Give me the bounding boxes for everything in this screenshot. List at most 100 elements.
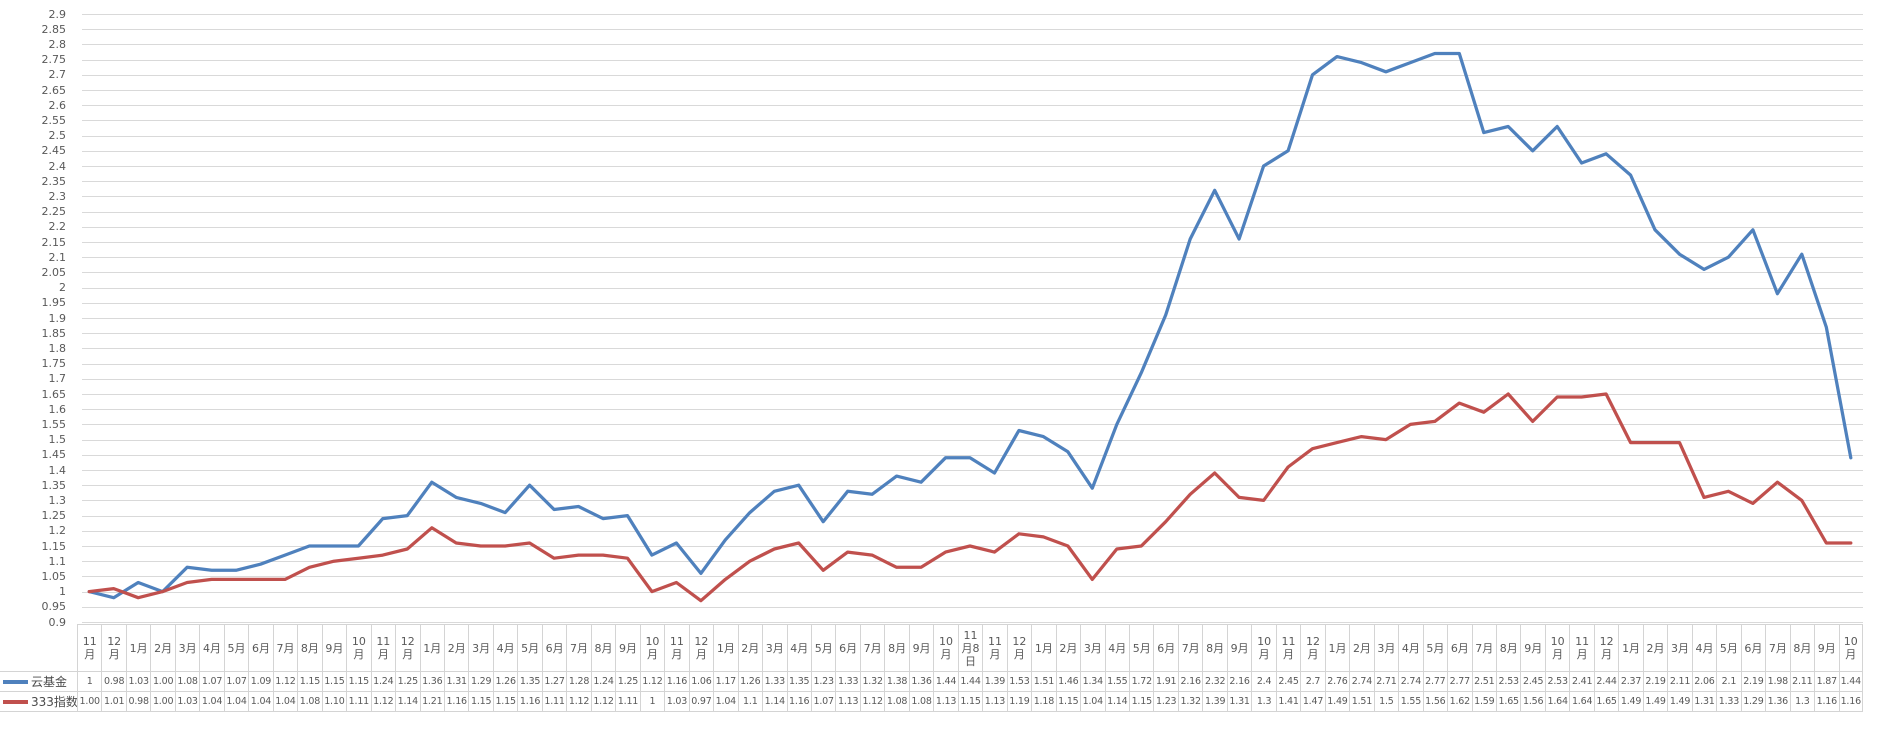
x-axis-category-label: 4月 [1691,624,1717,672]
table-value-cell: 1.13 [933,692,958,712]
table-value-cell: 1.33 [762,672,787,692]
x-axis-category-label: 3月 [1667,624,1692,672]
x-axis-category-label: 6月 [1447,624,1472,672]
table-value-cell: 1.16 [517,692,542,712]
y-axis-tick-label: 2.15 [41,235,67,249]
table-value-cell: 1.16 [1838,692,1863,712]
table-value-cell: 1.65 [1496,692,1521,712]
table-value-cell: 1.15 [346,672,371,692]
table-value-cell: 2.45 [1275,672,1301,692]
table-value-cell: 1.26 [737,672,763,692]
x-axis-category-label: 11月 [370,624,396,672]
table-value-cell: 1.00 [150,672,175,692]
gridline [82,257,1863,259]
x-axis-category-label: 10月 [1838,624,1863,672]
table-value-cell: 1.33 [1716,692,1741,712]
y-axis-tick-label: 2.8 [48,37,67,51]
table-value-cell: 2.11 [1667,672,1692,692]
y-axis-tick-label: 2.65 [41,83,67,97]
table-value-cell: 1.24 [370,672,396,692]
gridline [82,439,1863,441]
x-axis-category-label: 6月 [541,624,567,672]
gridline [82,622,1863,623]
x-axis-category-label: 3月 [468,624,493,672]
gridline [82,287,1863,289]
gridline [82,74,1863,76]
table-value-cell: 1.15 [1055,692,1081,712]
gridline [82,576,1863,578]
table-value-cell: 2.76 [1324,672,1350,692]
table-value-cell: 1.25 [615,672,640,692]
table-value-cell: 1.04 [223,692,249,712]
x-axis-category-label: 7月 [1471,624,1496,672]
table-value-cell: 1.08 [174,672,200,692]
y-axis-tick-label: 1.3 [48,493,67,507]
table-value-cell: 1.64 [1569,692,1594,712]
x-axis-category-label: 12月 [1006,624,1032,672]
table-value-cell: 1.11 [541,692,567,712]
table-value-cell: 1.55 [1104,672,1130,692]
table-value-cell: 1.11 [615,692,640,712]
table-value-cell: 1.11 [346,692,371,712]
gridline [82,150,1863,152]
gridline [82,454,1863,456]
table-value-cell: 1.23 [1153,692,1178,712]
table-value-cell: 1.04 [1080,692,1105,712]
x-axis-category-label: 11月 [982,624,1007,672]
gridline [82,211,1863,213]
y-axis-tick-label: 2.75 [41,53,67,67]
table-value-cell: 2.19 [1740,672,1766,692]
x-axis-category-label: 9月 [1814,624,1839,672]
x-axis-category-label: 6月 [835,624,860,672]
y-axis-tick-label: 0.95 [41,600,67,614]
table-value-cell: 1.1 [737,692,763,712]
table-value-cell: 1.04 [248,692,273,712]
table-value-cell: 1.12 [859,692,885,712]
table-value-cell: 1.01 [101,692,126,712]
table-value-cell: 1.03 [174,692,200,712]
x-axis-category-label: 1月 [1031,624,1056,672]
gridline [82,363,1863,365]
table-value-cell: 1.39 [982,672,1007,692]
y-axis-tick-label: 1.75 [41,357,67,371]
y-axis-tick-label: 2.05 [41,265,67,279]
x-axis-category-label: 4月 [492,624,518,672]
x-axis-category-label: 1月 [1618,624,1643,672]
table-value-cell: 1.46 [1055,672,1081,692]
gridline [82,424,1863,426]
table-value-cell: 1.38 [884,672,909,692]
legend-series-name: 333指数 [31,695,77,709]
y-axis-tick-label: 1.5 [48,433,67,447]
x-axis-category-label: 9月 [1520,624,1545,672]
legend-item-333-index: 333指数 [0,692,77,712]
gridline [82,591,1863,593]
y-axis-tick-label: 2.6 [48,98,67,112]
table-value-cell: 1.32 [859,672,885,692]
x-axis-category-label: 8月 [884,624,909,672]
table-value-cell: 1.98 [1765,672,1790,692]
table-value-cell: 2.37 [1618,672,1643,692]
table-value-cell: 1.36 [908,672,934,692]
x-axis-category-label: 7月 [566,624,591,672]
table-value-cell: 1.3 [1251,692,1276,712]
table-value-cell: 1.07 [223,672,249,692]
table-value-cell: 1.04 [199,692,224,712]
x-axis-category-label: 8月 [590,624,616,672]
table-value-cell: 1.72 [1129,672,1154,692]
gridline [82,515,1863,517]
x-axis-category-label: 12月 [101,624,126,672]
gridline [82,135,1863,137]
gridline [82,485,1863,487]
x-axis-category-label: 10月 [933,624,958,672]
x-axis-category-label: 2月 [1642,624,1668,672]
y-axis-tick-label: 2.2 [48,220,67,234]
table-value-cell: 1.12 [370,692,396,712]
x-axis-category-label: 1月 [125,624,151,672]
x-axis-category-label: 5月 [1129,624,1154,672]
y-axis-tick-label: 1.8 [48,341,67,355]
y-axis-tick-label: 2.55 [41,113,67,127]
table-value-cell: 1.29 [1740,692,1766,712]
table-value-cell: 2.16 [1177,672,1203,692]
x-axis-category-label: 11月 [77,624,102,672]
y-axis-tick-label: 1 [59,585,66,599]
